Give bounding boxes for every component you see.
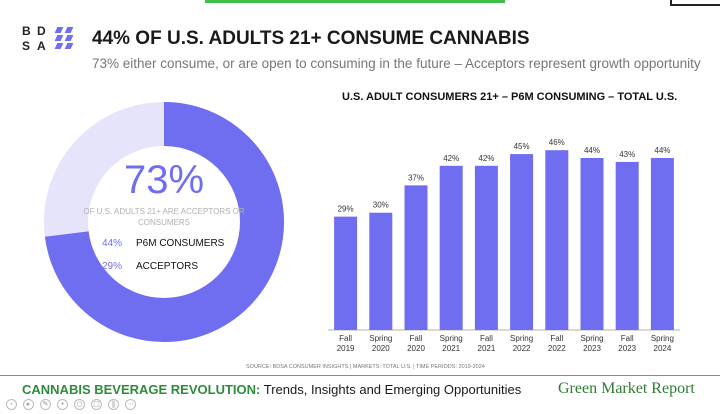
logo-letter-a: A	[37, 39, 46, 53]
x-tick-label: Spring	[440, 334, 463, 343]
donut-consumers-acceptors-arc	[44, 102, 284, 342]
x-tick-label: 2020	[372, 344, 390, 353]
legend-acceptors-label: ACCEPTORS	[136, 261, 199, 272]
prev-slide-icon[interactable]: ‹	[6, 398, 17, 410]
bar	[474, 165, 498, 330]
bar	[650, 158, 674, 330]
bar-chart: 29%Fall201930%Spring202037%Fall202042%Sp…	[328, 138, 680, 353]
zoom-icon[interactable]: ○	[74, 398, 85, 410]
bar-value-label: 44%	[654, 146, 670, 155]
bdsa-logo: B D S A	[22, 24, 82, 54]
bar	[615, 161, 639, 330]
logo-dash	[64, 27, 74, 33]
x-tick-label: 2021	[442, 344, 460, 353]
chart-title: U.S. ADULT CONSUMERS 21+ – P6M CONSUMING…	[342, 91, 678, 103]
x-tick-label: Spring	[651, 334, 674, 343]
bar-value-label: 42%	[443, 154, 459, 163]
x-tick-label: Fall	[480, 334, 493, 343]
bar-value-label: 43%	[619, 150, 635, 159]
legend-p6m-label: P6M CONSUMERS	[136, 238, 225, 249]
bar	[334, 216, 358, 330]
bar	[545, 150, 569, 330]
bar	[404, 185, 428, 330]
footer-rest: Trends, Insights and Emerging Opportunit…	[260, 382, 522, 397]
presentation-controls: ‹ ▸ ✎ • ○ □ ‖ ⋯	[6, 397, 136, 411]
logo-letter-d: D	[37, 24, 46, 38]
x-tick-label: Spring	[510, 334, 533, 343]
bar	[580, 158, 604, 330]
legend-acceptors-percent: 29%	[102, 261, 123, 272]
footer-divider	[0, 375, 720, 376]
x-tick-label: 2024	[654, 344, 672, 353]
x-tick-label: 2023	[618, 344, 636, 353]
bar	[439, 165, 463, 330]
x-tick-label: 2019	[337, 344, 355, 353]
bar	[510, 154, 534, 330]
top-corner-frame	[670, 0, 720, 6]
bar	[369, 212, 393, 330]
pen-icon[interactable]: ✎	[40, 398, 51, 410]
logo-dash	[54, 43, 64, 49]
top-bar	[0, 0, 720, 10]
x-tick-label: Fall	[339, 334, 352, 343]
legend-acceptors: 29% ACCEPTORS	[102, 261, 198, 272]
bar-value-label: 37%	[408, 173, 424, 182]
page-subtitle: 73% either consume, or are open to consu…	[92, 56, 701, 71]
bar-value-label: 30%	[373, 201, 389, 210]
x-tick-label: 2020	[407, 344, 425, 353]
x-tick-label: 2023	[583, 344, 601, 353]
footer-highlight: CANNABIS BEVERAGE REVOLUTION:	[22, 382, 261, 397]
bar-value-label: 44%	[584, 146, 600, 155]
logo-dash	[64, 35, 74, 41]
bar-value-label: 29%	[338, 205, 354, 214]
more-icon[interactable]: ⋯	[125, 398, 136, 410]
legend-p6m: 44% P6M CONSUMERS	[102, 238, 224, 249]
pause-icon[interactable]: ‖	[108, 398, 119, 410]
page-title: 44% OF U.S. ADULTS 21+ CONSUME CANNABIS	[92, 28, 530, 49]
logo-dash	[64, 43, 74, 49]
source-note: SOURCE: BDSA CONSUMER INSIGHTS | MARKETS…	[246, 364, 485, 370]
footer-brand: Green Market Report	[558, 380, 695, 397]
x-tick-label: Fall	[410, 334, 423, 343]
logo-letter-s: S	[22, 39, 31, 53]
x-tick-label: Spring	[580, 334, 603, 343]
donut-caption: OF U.S. ADULTS 21+ ARE ACCEPTORS OR CONS…	[83, 207, 245, 227]
logo-letter-b: B	[22, 24, 31, 38]
bar-value-label: 42%	[478, 154, 494, 163]
pointer-icon[interactable]: •	[57, 398, 68, 410]
top-green-strip	[205, 0, 505, 3]
x-tick-label: Fall	[550, 334, 563, 343]
bar-value-label: 46%	[549, 138, 565, 147]
footer-event-title: CANNABIS BEVERAGE REVOLUTION: Trends, In…	[22, 382, 521, 397]
copy-icon[interactable]: □	[91, 398, 102, 410]
x-tick-label: Spring	[369, 334, 392, 343]
x-tick-label: 2021	[478, 344, 496, 353]
x-tick-label: 2022	[548, 344, 566, 353]
x-tick-label: Fall	[621, 334, 634, 343]
donut-chart	[44, 102, 284, 342]
x-tick-label: 2022	[513, 344, 531, 353]
bar-value-label: 45%	[514, 142, 530, 151]
donut-total-percent: 73%	[123, 158, 205, 202]
logo-dash	[54, 27, 64, 33]
legend-p6m-percent: 44%	[102, 238, 123, 249]
logo-dash	[54, 35, 64, 41]
play-icon[interactable]: ▸	[23, 398, 34, 410]
